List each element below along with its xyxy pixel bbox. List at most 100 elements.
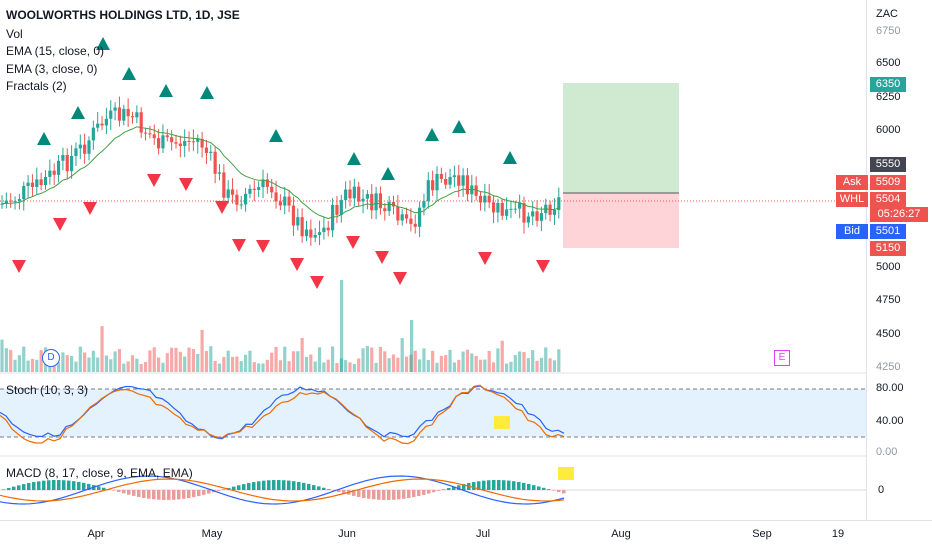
volume-bar [539,357,543,372]
volume-bar [56,362,61,372]
volume-bar [30,358,35,372]
fractal-up [200,86,214,99]
fractal-down [310,276,324,289]
volume-bar [78,346,82,372]
macd-hist [552,490,556,491]
fractal-up [269,129,283,142]
volume-bar [374,362,378,372]
candle-body [483,195,487,203]
fractal-up [381,167,395,180]
legend-fractals[interactable]: Fractals (2) [6,79,67,93]
loss-zone [563,193,679,248]
candle-body [196,138,200,142]
candle-body [91,127,95,141]
high-price-label: 5550 [870,157,906,172]
volume-bar [404,356,409,372]
volume-bar [322,362,326,372]
volume-bar [109,359,113,372]
macd-hist [482,480,486,490]
macd-hist [2,489,6,490]
legend-vol[interactable]: Vol [6,27,23,41]
fractal-up [37,132,51,145]
macd-hist [547,489,551,490]
legend-ema3[interactable]: EMA (3, close, 0) [6,62,98,76]
candle-body [348,189,352,199]
volume-bar [226,350,230,372]
dividend-marker[interactable]: D [42,349,60,367]
volume-bar [209,346,213,372]
candle-body [283,196,287,206]
volume-bar [270,352,274,372]
volume-bar [139,363,143,372]
candle-body [444,178,448,185]
candle-body [322,227,326,233]
fractal-up [96,37,110,50]
stoch-tick: 40.00 [876,415,904,427]
legend-symbol[interactable]: WOOLWORTHS HOLDINGS LTD, 1D, JSE [6,8,240,23]
date-tick: 19 [831,528,845,540]
macd-hist [7,488,11,490]
macd-hist [412,490,416,498]
candle-body [291,205,296,226]
volume-bar [113,351,117,372]
macd-hist [127,490,131,495]
candle-body [539,213,543,221]
candle-body [557,197,561,211]
time-axis[interactable] [0,520,932,551]
legend-macd[interactable]: MACD (8, 17, close, 9, EMA, EMA) [6,466,193,480]
volume-bar [61,352,65,372]
volume-bar [0,339,4,372]
last-price-label: 5504 [870,192,906,207]
macd-hist [72,481,76,490]
macd-hist [562,490,566,494]
macd-hist [322,487,326,490]
volume-bar [552,360,557,372]
symbol-tag: WHL [836,192,868,207]
volume-bar [396,357,400,372]
bid-price-label: 5501 [870,224,906,239]
candle-body [104,118,108,126]
volume-bar [348,362,352,372]
price-chart[interactable] [0,0,866,528]
candle-body [209,151,213,153]
stoch-d-line [0,384,565,445]
earnings-marker[interactable]: E [774,350,790,366]
stoch-band [0,389,866,437]
candle-body [174,142,178,144]
volume-bar [4,348,8,372]
candle-body [404,214,409,219]
profit-zone [563,83,679,193]
candle-body [70,156,74,172]
macd-hist [487,480,491,490]
date-tick: Apr [87,528,105,540]
volume-bar [505,363,509,372]
volume-bar [261,363,265,372]
volume-bar [83,352,87,372]
macd-hist [437,490,441,491]
macd-hist [357,490,361,497]
candle-body [17,199,21,201]
volume-bar [452,362,456,372]
volume-bar [248,350,252,372]
macd-hist [87,483,91,490]
legend-stoch[interactable]: Stoch (10, 3, 3) [6,383,89,397]
candle-body [9,200,13,202]
macd-hist [462,484,466,490]
macd-hist [492,480,496,490]
candle-body [378,193,383,209]
fractal-down [179,178,193,191]
macd-hist [417,490,421,497]
volume-bar [174,347,178,372]
volume-bar [13,359,17,372]
macd-hist [517,481,521,490]
macd-hist [402,490,406,499]
macd-hist [197,490,201,497]
legend-ema15[interactable]: EMA (15, close, 0) [6,44,105,58]
volume-bar [448,349,452,372]
volume-bar [17,355,21,372]
macd-hist [12,486,16,490]
candle-body [505,209,509,216]
candle-body [413,223,417,227]
volume-bar [435,362,439,372]
price-tick: 6750 [876,25,901,37]
